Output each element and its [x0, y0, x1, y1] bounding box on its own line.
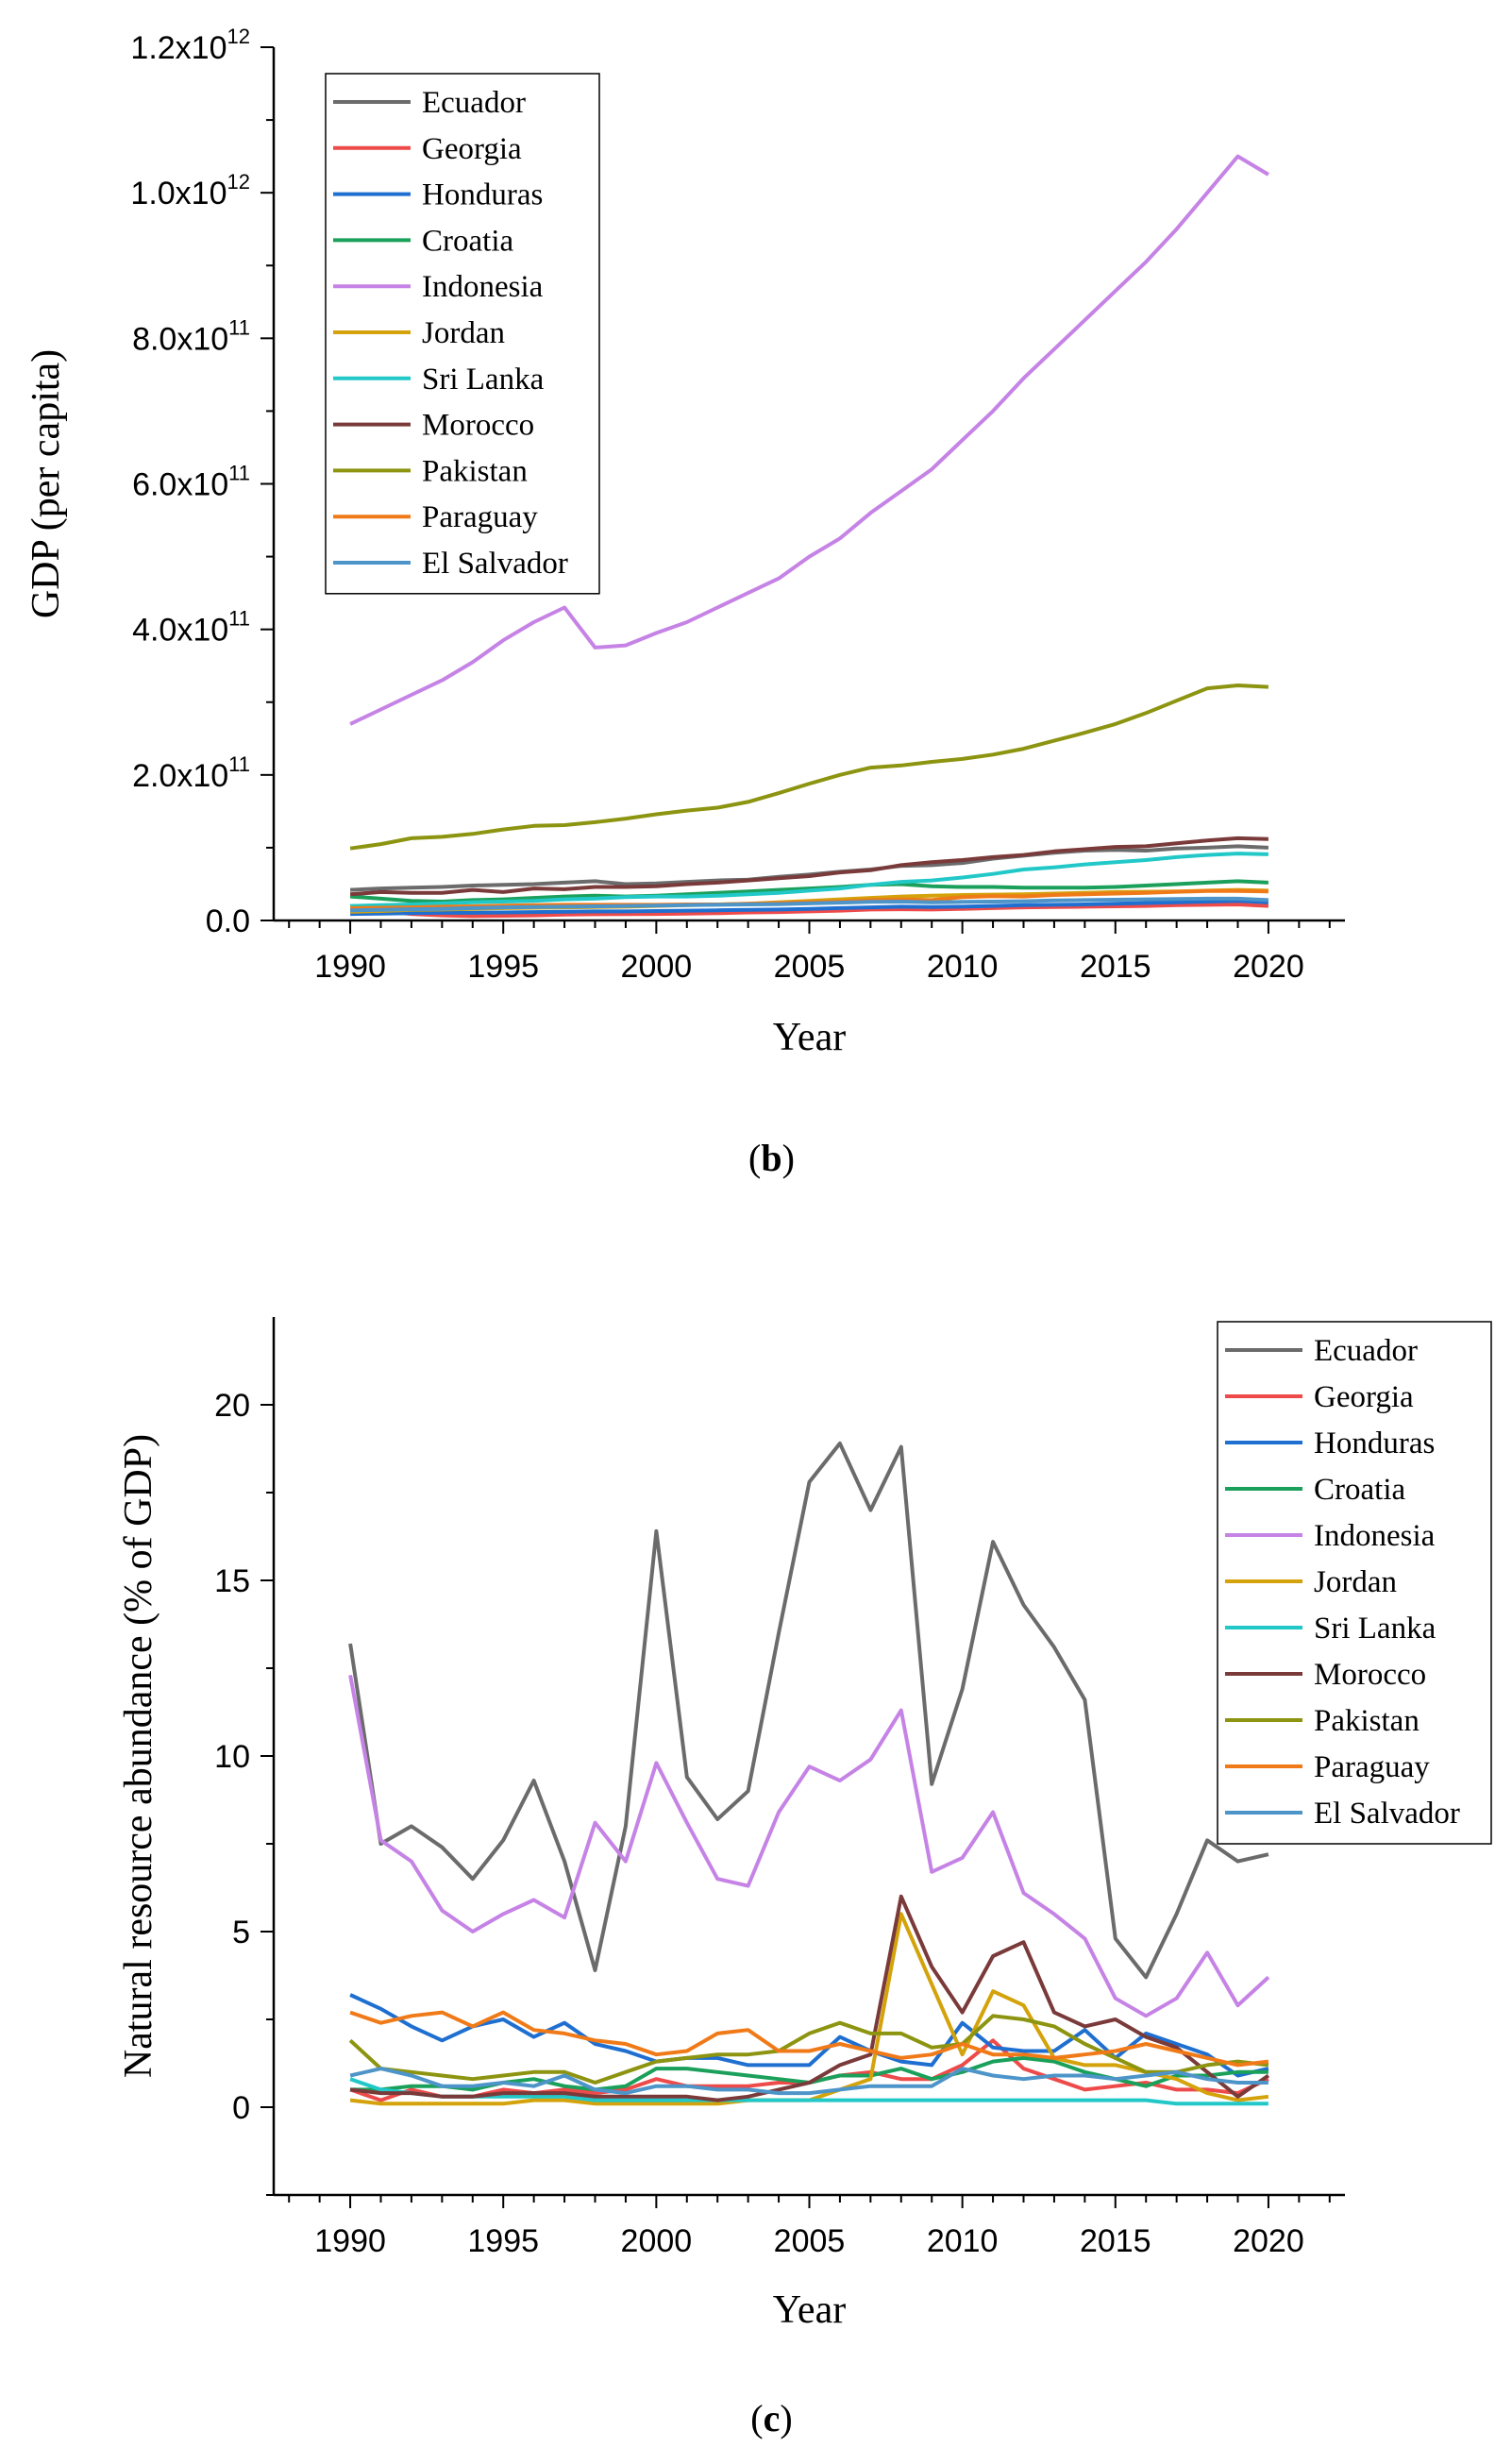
legend-label: Indonesia — [422, 270, 544, 304]
y-tick-mantissa: 8.0x10 — [132, 321, 228, 357]
x-tick-label: 1990 — [314, 949, 386, 985]
legend-label: Pakistan — [422, 454, 528, 488]
x-tick-label: 1995 — [467, 949, 539, 985]
y-tick-mantissa: 1.0x10 — [130, 176, 227, 211]
y-tick-mantissa: 0 — [232, 2090, 250, 2126]
legend-label: Morocco — [1314, 1658, 1426, 1692]
panel-label: (c) — [750, 2397, 792, 2440]
series-line-el-salvador — [350, 896, 1268, 913]
series-line-honduras — [350, 899, 1268, 917]
legend-label: Pakistan — [1314, 1704, 1420, 1738]
legend-label: Sri Lanka — [1314, 1612, 1436, 1646]
series-line-ecuador — [348, 1441, 1269, 1980]
x-tick-label: 1995 — [467, 2223, 539, 2259]
series-line-ecuador — [350, 844, 1268, 892]
x-tick-label: 2000 — [621, 2223, 693, 2259]
y-tick-mantissa: 10 — [214, 1739, 250, 1775]
y-tick-exponent: 12 — [227, 170, 250, 194]
x-tick-label: 2010 — [927, 949, 999, 985]
legend-label: Morocco — [422, 409, 534, 443]
legend-label: Georgia — [1314, 1380, 1414, 1414]
y-tick-label: 15 — [214, 1563, 250, 1599]
legend-label: Jordan — [1314, 1565, 1397, 1599]
legend-label: El Salvador — [1314, 1797, 1460, 1831]
y-tick-mantissa: 5 — [232, 1915, 250, 1950]
y-tick-label: 10 — [214, 1739, 250, 1775]
series-line-morocco — [349, 1894, 1270, 2102]
series-line-georgia — [350, 903, 1268, 919]
x-tick-label: 2005 — [774, 949, 846, 985]
panel-label-open: ( — [750, 2397, 763, 2440]
series-line-indonesia — [348, 1675, 1270, 2018]
y-axis-title: Natural resource abundance (% of GDP) — [117, 1434, 160, 2078]
legend-label: Honduras — [1314, 1427, 1435, 1460]
x-tick-label: 2020 — [1233, 2223, 1304, 2259]
y-tick-label: 20 — [214, 1388, 250, 1424]
legend-label: Paraguay — [422, 500, 538, 534]
legend-label: Ecuador — [422, 86, 526, 120]
y-tick-label: 4.0x1011 — [132, 607, 250, 649]
x-axis-title: Year — [773, 2288, 846, 2332]
y-tick-mantissa: 4.0x10 — [132, 613, 228, 649]
series-line-paraguay — [349, 2010, 1269, 2068]
legend-label: Jordan — [422, 316, 505, 350]
panel-label-close: ) — [780, 2397, 792, 2440]
legend-label: Indonesia — [1314, 1519, 1436, 1553]
y-tick-label: 0 — [232, 2090, 250, 2126]
x-tick-label: 2015 — [1080, 2223, 1151, 2259]
panel-label-open: ( — [748, 1137, 761, 1179]
y-tick-label: 6.0x1011 — [132, 462, 250, 503]
x-tick-label: 2020 — [1233, 949, 1304, 985]
legend-label: Georgia — [422, 132, 522, 166]
y-tick-exponent: 12 — [227, 25, 250, 48]
x-axis-title: Year — [773, 1016, 846, 1059]
chart-panel-c: 1990 1995 2000 2005 2010 2015 2020 0 5 10 15 20 Year… — [117, 1317, 1492, 2440]
y-tick-label: 2.0x1011 — [132, 752, 250, 794]
y-tick-mantissa: 6.0x10 — [132, 467, 228, 503]
panel-label-close: ) — [782, 1137, 795, 1179]
y-tick-exponent: 11 — [228, 752, 250, 776]
legend: Ecuador Georgia Honduras Croatia Indonesia Jo… — [1217, 1321, 1492, 1845]
legend-label: El Salvador — [422, 547, 568, 581]
y-tick-label: 1.0x1012 — [130, 170, 250, 211]
legend: Ecuador Georgia Honduras Croatia Indonesia Jo… — [325, 73, 600, 595]
x-tick-label: 1990 — [314, 2223, 386, 2259]
series-line-croatia — [349, 879, 1268, 903]
y-tick-mantissa: 1.2x10 — [130, 30, 227, 66]
panel-label-letter: b — [761, 1137, 781, 1179]
y-tick-mantissa: 15 — [214, 1563, 250, 1599]
x-tick-label: 2015 — [1080, 949, 1151, 985]
series-line-indonesia — [349, 154, 1269, 726]
x-tick-label: 2000 — [621, 949, 693, 985]
series-line-el-salvador — [349, 2067, 1268, 2096]
y-tick-exponent: 11 — [228, 315, 250, 339]
y-tick-exponent: 11 — [228, 462, 250, 485]
legend-label: Sri Lanka — [422, 363, 545, 397]
series-line-pakistan — [349, 684, 1268, 851]
panel-label: (b) — [748, 1137, 795, 1179]
x-tick-label: 2005 — [774, 2223, 846, 2259]
y-tick-label: 5 — [232, 1915, 250, 1950]
legend-label: Croatia — [1314, 1473, 1405, 1507]
y-axis-title: GDP (per capita) — [25, 349, 68, 618]
panel-label-letter: c — [764, 2397, 781, 2440]
y-tick-label: 8.0x1011 — [132, 315, 250, 357]
y-tick-mantissa: 20 — [214, 1388, 250, 1424]
legend-label: Honduras — [422, 178, 543, 212]
y-tick-label: 1.2x1012 — [130, 25, 250, 66]
y-tick-mantissa: 2.0x10 — [132, 758, 228, 794]
chart-panel-b: 1990 1995 2000 2005 2010 2015 20200.02.0x10114… — [25, 25, 1345, 1179]
series-line-sri-lanka — [350, 852, 1268, 908]
y-tick-mantissa: 0.0 — [206, 903, 250, 939]
legend-label: Paraguay — [1314, 1750, 1430, 1784]
y-tick-exponent: 11 — [228, 607, 250, 631]
series-line-sri-lanka — [349, 2077, 1268, 2106]
y-tick-label: 0.0 — [206, 903, 250, 939]
legend-label: Croatia — [422, 224, 513, 258]
legend-label: Ecuador — [1314, 1334, 1418, 1368]
x-tick-label: 2010 — [927, 2223, 999, 2259]
series-line-pakistan — [348, 2014, 1269, 2085]
series-line-morocco — [349, 836, 1268, 897]
